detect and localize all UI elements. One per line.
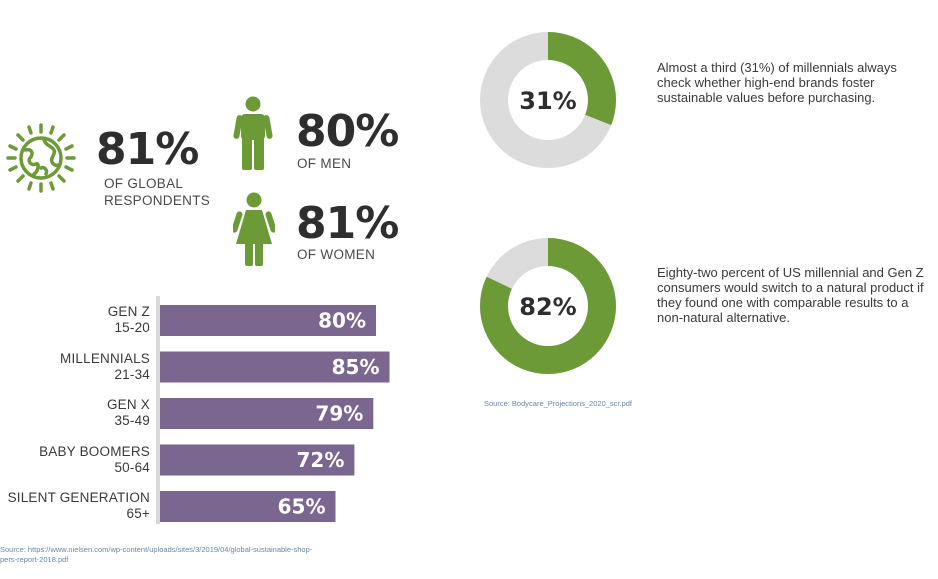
donut-chart-switch-natural: 82%	[480, 238, 616, 374]
bar-category-age-range: 35-49	[114, 413, 150, 428]
bar-category-age-range: 65+	[126, 506, 150, 521]
bar-2	[160, 398, 374, 429]
global-stat-value: 81%	[96, 124, 199, 175]
bar-category-label: GEN Z 15-20	[108, 304, 150, 336]
global-stat-label: OF GLOBAL RESPONDENTS	[104, 175, 210, 209]
bar-value-label: 79%	[315, 402, 363, 426]
donut-value-slice	[480, 32, 616, 168]
bar-3	[160, 444, 355, 476]
bar-category-name: MILLENNIALS	[60, 350, 150, 366]
bar-0	[160, 305, 376, 336]
man-icon	[233, 96, 273, 170]
donut-1-description: Almost a third (31%) of millennials alwa…	[657, 60, 897, 105]
bar-category-label: GEN X 35-49	[107, 397, 150, 429]
women-stat-value: 81%	[296, 198, 399, 249]
donut-center-label: 31%	[519, 87, 576, 115]
bar-source-line1: Source: https://www.nielsen.com/wp-conte…	[0, 545, 313, 554]
global-stat-label-line1: OF GLOBAL	[104, 176, 184, 191]
bar-category-label: BABY BOOMERS 50-64	[39, 444, 150, 476]
bar-value-label: 72%	[297, 448, 345, 472]
bar-value-label: 85%	[332, 355, 380, 379]
bar-category-age-range: 50-64	[114, 459, 150, 475]
men-stat-value: 80%	[296, 106, 399, 157]
bar-category-name: BABY BOOMERS	[39, 443, 150, 459]
generation-bar-chart: GEN Z 15-20 MILLENNIALS 21-34 GEN X 35-49 BABY…	[0, 296, 470, 536]
donut-chart-millennials-check: 31%	[480, 32, 616, 168]
bar-category-label: MILLENNIALS 21-34	[60, 351, 150, 383]
globe-icon	[0, 122, 82, 219]
global-stat-label-line2: RESPONDENTS	[104, 193, 211, 208]
donut-source: Source: Bodycare_Projections_2020_scr.pd…	[484, 399, 633, 408]
bar-value-label: 80%	[318, 309, 366, 333]
bar-category-name: GEN Z	[107, 304, 150, 319]
bar-1	[160, 351, 390, 383]
bar-plot: 80% 85% 79% 72% 65%	[156, 296, 390, 524]
bar-4	[160, 491, 336, 522]
bar-category-name: GEN X	[106, 397, 150, 412]
donut-value-slice	[480, 238, 616, 374]
bar-axis-line	[156, 296, 160, 524]
bar-source-line2: pers-report-2018.pdf	[0, 555, 69, 564]
bar-category-age-range: 15-20	[114, 320, 150, 335]
woman-icon	[233, 192, 275, 266]
bar-category-age-range: 21-34	[114, 366, 150, 382]
women-stat-label: OF WOMEN	[297, 247, 376, 262]
bar-chart-source: Source: https://www.nielsen.com/wp-conte…	[0, 545, 312, 565]
men-stat-label: OF MEN	[297, 156, 352, 171]
bar-category-name: SILENT GENERATION	[7, 490, 150, 505]
donut-2-description: Eighty-two percent of US millennial and …	[657, 265, 924, 325]
bar-value-label: 65%	[278, 495, 326, 519]
bar-category-labels: GEN Z 15-20 MILLENNIALS 21-34 GEN X 35-49 BABY…	[0, 296, 150, 536]
donut-center-label: 82%	[519, 293, 576, 321]
bar-category-label: SILENT GENERATION 65+	[8, 490, 150, 522]
